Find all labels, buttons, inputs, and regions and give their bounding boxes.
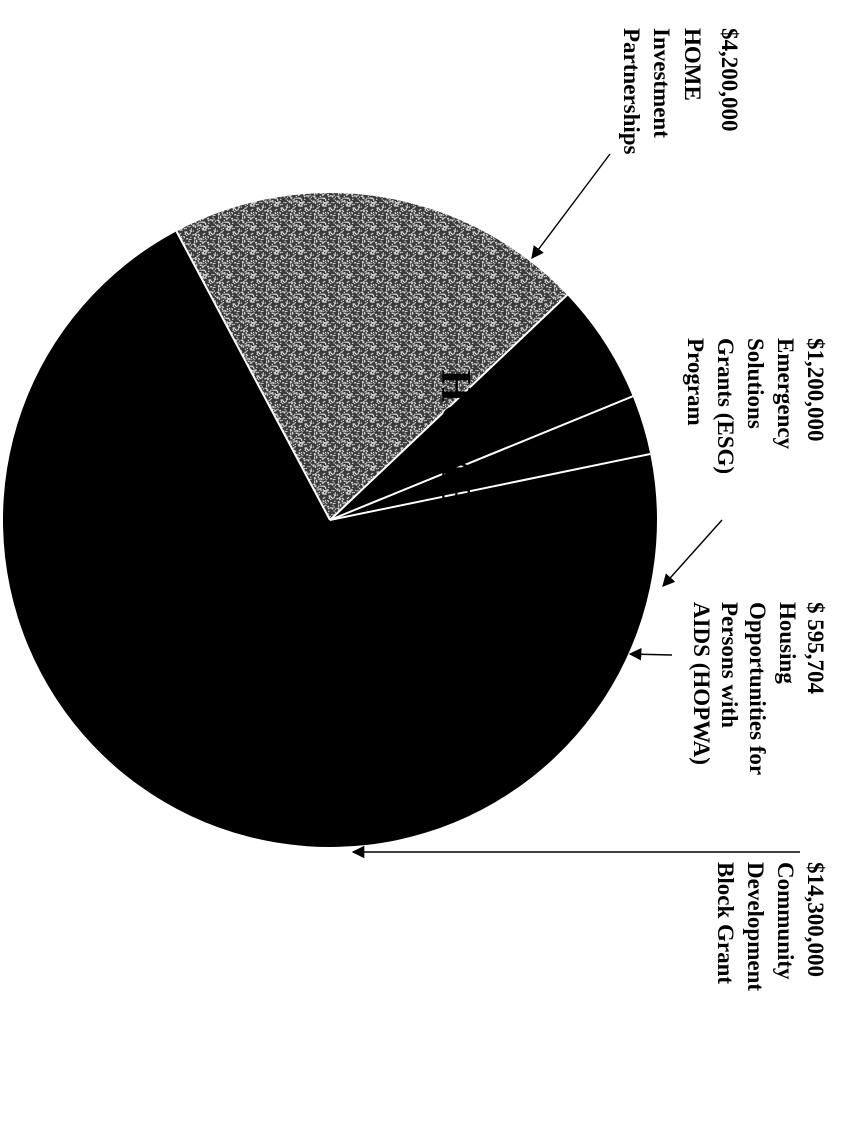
callout-esg-line-2: Solutions (743, 338, 768, 429)
callout-cdbg-line-0: $14,300,000 (803, 862, 828, 977)
callout-hopwa-line-2: Opportunities for (745, 602, 770, 775)
callout-esg-line-0: $1,200,000 (803, 338, 828, 442)
slice-separator (175, 230, 331, 521)
leader-line-hopwa (628, 647, 673, 661)
callout-esg-line-3: Grants (ESG) (713, 338, 738, 474)
callout-hopwa-line-1: Housing (775, 602, 800, 684)
callout-cdbg-line-1: Community (773, 862, 798, 980)
slice-label-home: HOME (432, 370, 478, 511)
callout-home-line-0: $4,200,000 (717, 28, 742, 132)
slice-separator (329, 452, 651, 521)
slice-separator (329, 294, 568, 521)
callout-home-line-3: Partnerships (619, 28, 644, 155)
leader-line-esg (662, 519, 723, 587)
slice-separators (175, 230, 651, 521)
callout-cdbg-line-2: Development (743, 862, 768, 991)
slice-label-cdbg: CDBG (172, 493, 218, 622)
leader-line-home (531, 153, 611, 260)
pie-slice-hopwa (330, 396, 651, 520)
pie-slice-cdbg (2, 231, 657, 848)
slice-separator (329, 395, 634, 521)
callout-cdbg-line-3: Block Grant (713, 862, 738, 984)
callout-hopwa-line-0: $ 595,704 (803, 602, 828, 695)
callout-esg-line-1: Emergency (773, 338, 798, 450)
pie-slices (2, 193, 657, 848)
callout-hopwa-line-4: AIDS (HOPWA) (689, 602, 714, 765)
pie-slice-esg (330, 294, 633, 520)
callout-home-line-1: HOME (680, 28, 705, 101)
callout-esg-line-4: Program (683, 338, 708, 426)
callout-hopwa-line-3: Persons with (717, 602, 742, 728)
slice-labels: HOME CDBG (172, 370, 478, 623)
callout-leader-lines (351, 153, 800, 859)
pie-slice-home (176, 193, 568, 520)
callout-home-line-2: Investment (649, 28, 674, 138)
